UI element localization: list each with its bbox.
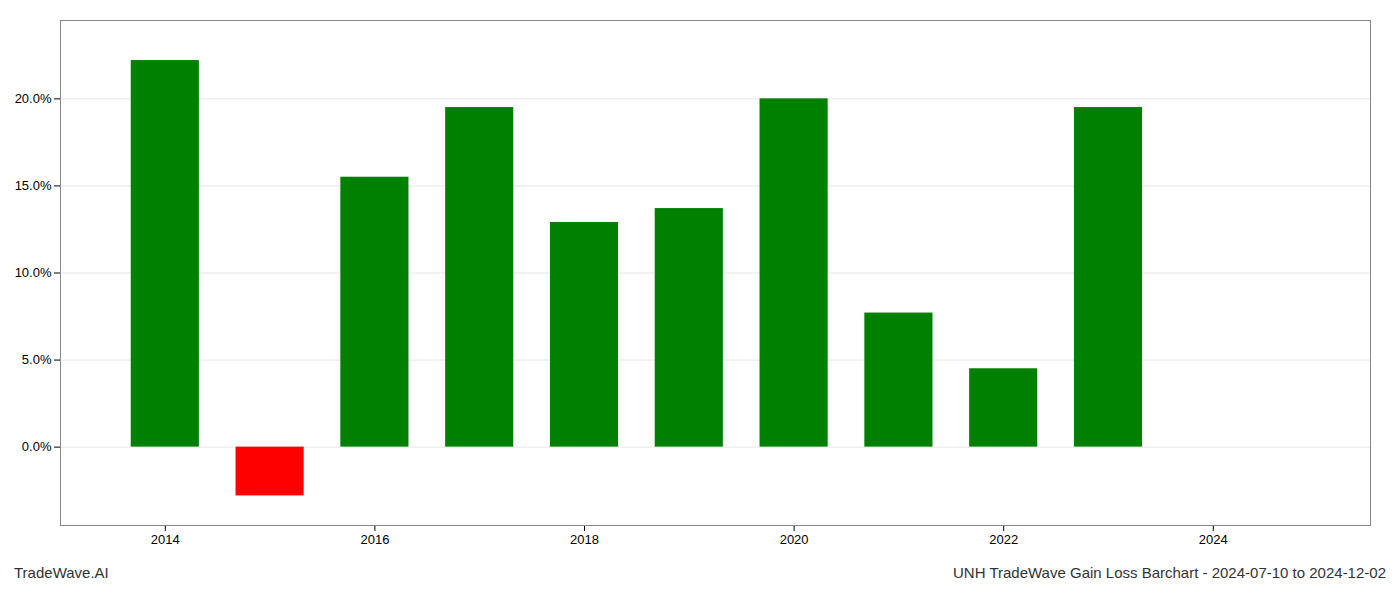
svg-text:2020: 2020 — [780, 532, 809, 547]
html-text:UNH TradeWave Gain Loss Barcha: UNH TradeWave Gain Loss Barchart - 2024-… — [953, 564, 1386, 581]
svg-text:2022: 2022 — [989, 532, 1018, 547]
svg-text:15.0%: 15.0% — [15, 178, 52, 193]
svg-text:2018: 2018 — [570, 532, 599, 547]
svg-text:0.0%: 0.0% — [22, 439, 52, 454]
svg-text:5.0%: 5.0% — [22, 352, 52, 367]
svg-text:2016: 2016 — [360, 532, 389, 547]
html-text:TradeWave.AI: TradeWave.AI — [14, 564, 109, 581]
svg-text:2024: 2024 — [1199, 532, 1228, 547]
svg-text:10.0%: 10.0% — [15, 265, 52, 280]
svg-text:2014: 2014 — [151, 532, 180, 547]
svg-text:20.0%: 20.0% — [15, 91, 52, 106]
